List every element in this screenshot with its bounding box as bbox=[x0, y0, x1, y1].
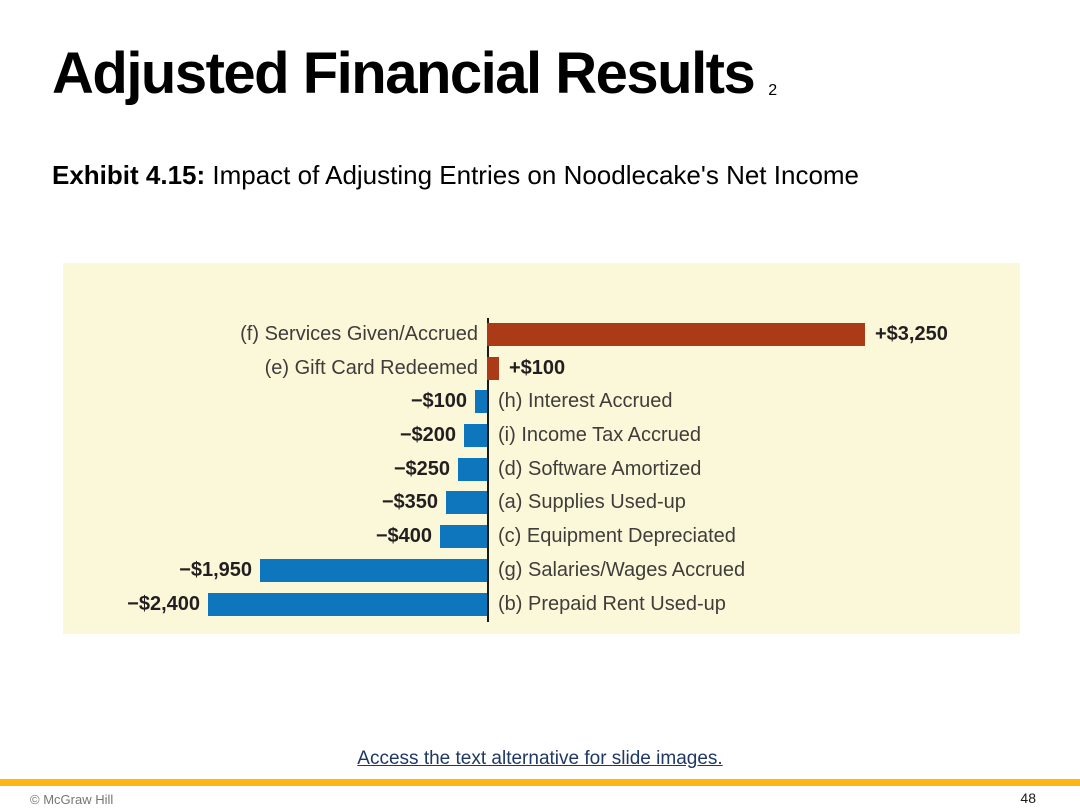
category-label: (f) Services Given/Accrued bbox=[240, 323, 478, 345]
value-label: −$2,400 bbox=[127, 592, 200, 615]
category-label: (e) Gift Card Redeemed bbox=[264, 356, 478, 379]
negative-bar bbox=[475, 390, 487, 414]
positive-bar bbox=[487, 356, 499, 380]
category-label: (c) Equipment Depreciated bbox=[498, 525, 736, 548]
chart-row: (a) Supplies Used-up −$350 bbox=[63, 486, 1020, 520]
chart-row: (h) Interest Accrued −$100 bbox=[63, 385, 1020, 419]
value-label: −$250 bbox=[393, 457, 450, 480]
adjusting-entries-bar-chart: (f) Services Given/Accrued +$3,250 (e) Gif… bbox=[63, 263, 1020, 634]
negative-bar bbox=[464, 424, 487, 448]
chart-row: (f) Services Given/Accrued +$3,250 bbox=[63, 318, 1020, 352]
value-label: +$3,250 bbox=[875, 323, 948, 345]
negative-bar bbox=[446, 491, 487, 515]
chart-row: (b) Prepaid Rent Used-up −$2,400 bbox=[63, 588, 1020, 622]
value-label: −$1,950 bbox=[179, 558, 252, 581]
value-label: −$200 bbox=[399, 424, 456, 447]
footer-link-area: Access the text alternative for slide im… bbox=[0, 748, 1080, 770]
negative-bar bbox=[208, 592, 487, 616]
negative-bar bbox=[458, 457, 487, 481]
page-number: 48 bbox=[1020, 790, 1036, 806]
positive-bar bbox=[487, 323, 865, 346]
value-label: +$100 bbox=[509, 356, 566, 379]
page-title: Adjusted Financial Results 2 bbox=[52, 40, 777, 107]
category-label: (a) Supplies Used-up bbox=[498, 491, 686, 514]
chart-row: (c) Equipment Depreciated −$400 bbox=[63, 520, 1020, 554]
category-label: (d) Software Amortized bbox=[498, 457, 702, 480]
slide-accent-bar bbox=[0, 779, 1080, 786]
value-label: −$350 bbox=[381, 491, 438, 514]
title-footnote-number: 2 bbox=[768, 82, 778, 99]
chart-row: (g) Salaries/Wages Accrued −$1,950 bbox=[63, 554, 1020, 588]
chart-zero-axis bbox=[487, 318, 489, 622]
category-label: (b) Prepaid Rent Used-up bbox=[498, 592, 726, 615]
chart-row: (e) Gift Card Redeemed +$100 bbox=[63, 352, 1020, 386]
exhibit-label: Exhibit 4.15: bbox=[52, 160, 206, 190]
value-label: −$400 bbox=[375, 525, 432, 548]
exhibit-caption: Exhibit 4.15: Impact of Adjusting Entrie… bbox=[52, 160, 859, 191]
page-title-text: Adjusted Financial Results bbox=[52, 41, 756, 106]
chart-row: (i) Income Tax Accrued −$200 bbox=[63, 419, 1020, 453]
copyright-text: © McGraw Hill bbox=[30, 792, 114, 807]
category-label: (h) Interest Accrued bbox=[498, 390, 673, 413]
negative-bar bbox=[260, 558, 487, 582]
chart-row: (d) Software Amortized −$250 bbox=[63, 453, 1020, 487]
negative-bar bbox=[440, 525, 487, 549]
category-label: (i) Income Tax Accrued bbox=[498, 424, 702, 447]
value-label: −$100 bbox=[410, 390, 467, 413]
category-label: (g) Salaries/Wages Accrued bbox=[498, 558, 746, 581]
exhibit-text: Impact of Adjusting Entries on Noodlecak… bbox=[205, 160, 860, 190]
text-alternative-link[interactable]: Access the text alternative for slide im… bbox=[357, 748, 723, 769]
chart-rows: (f) Services Given/Accrued +$3,250 (e) Gif… bbox=[63, 318, 1020, 621]
